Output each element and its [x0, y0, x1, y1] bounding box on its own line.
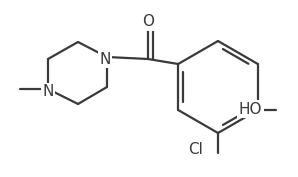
Text: N: N [42, 84, 54, 99]
Text: HO: HO [238, 101, 262, 116]
Text: O: O [142, 15, 154, 30]
Text: Cl: Cl [189, 141, 204, 156]
Text: N: N [99, 52, 111, 67]
